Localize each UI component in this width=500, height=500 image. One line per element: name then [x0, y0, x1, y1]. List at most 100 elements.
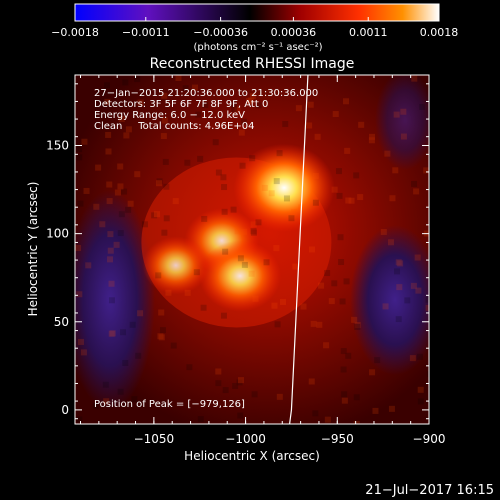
- noise-pixel: [127, 200, 134, 207]
- noise-pixel: [392, 167, 399, 174]
- noise-pixel: [354, 322, 361, 329]
- violet-region-topright: [375, 75, 429, 170]
- noise-pixel: [117, 163, 124, 170]
- noise-pixel: [222, 387, 229, 394]
- violet-region-right: [350, 225, 429, 375]
- noise-pixel: [162, 158, 169, 165]
- noise-pixel: [99, 221, 106, 228]
- noise-pixel: [109, 330, 116, 337]
- colorbar-tick-label: 0.00036: [271, 26, 317, 39]
- noise-pixel: [276, 393, 283, 400]
- noise-pixel: [345, 352, 352, 359]
- noise-pixel: [122, 79, 129, 86]
- noise-pixel: [77, 200, 84, 207]
- noise-pixel: [417, 386, 424, 393]
- noise-pixel: [324, 416, 331, 423]
- info-line-energy: Energy Range: 6.0 − 12.0 keV: [94, 110, 245, 121]
- date-stamp: 21−Jul−2017 16:15: [365, 483, 494, 498]
- noise-pixel: [230, 206, 237, 213]
- noise-pixel: [123, 132, 130, 139]
- noise-pixel: [252, 295, 259, 302]
- heatmap-image: [75, 75, 429, 424]
- emission-source: [142, 236, 210, 295]
- noise-pixel: [323, 342, 330, 349]
- colorbar-tick-label: −0.0011: [122, 26, 170, 39]
- noise-pixel: [83, 187, 90, 194]
- noise-pixel: [250, 229, 257, 236]
- noise-pixel: [245, 98, 252, 105]
- noise-pixel: [339, 298, 346, 305]
- noise-pixel: [255, 219, 262, 226]
- noise-pixel: [103, 82, 110, 89]
- noise-pixel: [172, 198, 179, 205]
- noise-pixel: [389, 195, 396, 202]
- noise-pixel: [411, 75, 418, 82]
- noise-pixel: [331, 186, 338, 193]
- noise-pixel: [280, 298, 287, 305]
- noise-pixel: [337, 234, 344, 241]
- noise-pixel: [288, 215, 295, 222]
- solar-limb-line: [289, 74, 309, 425]
- noise-pixel: [170, 342, 177, 349]
- noise-pixel: [103, 398, 110, 405]
- noise-pixel: [121, 188, 128, 195]
- noise-pixel: [384, 150, 391, 157]
- noise-pixel: [161, 229, 168, 236]
- noise-pixel: [353, 420, 360, 424]
- noise-pixel: [193, 269, 200, 276]
- noise-pixel: [263, 259, 270, 266]
- noise-pixel: [283, 195, 290, 202]
- noise-pixel: [95, 164, 102, 171]
- info-line-time: 27−Jan−2015 21:20:36.000 to 21:30:36.000: [94, 88, 318, 99]
- noise-pixel: [236, 379, 243, 386]
- noise-pixel: [125, 126, 132, 133]
- noise-pixel: [76, 154, 83, 161]
- noise-pixel: [324, 270, 331, 277]
- noise-pixel: [134, 171, 141, 178]
- noise-pixel: [273, 178, 280, 185]
- noise-pixel: [137, 310, 144, 317]
- noise-pixel: [318, 282, 325, 289]
- noise-pixel: [314, 133, 321, 140]
- noise-pixel: [141, 221, 148, 228]
- noise-pixel: [341, 391, 348, 398]
- noise-pixel: [182, 85, 189, 92]
- noise-pixel: [249, 93, 256, 100]
- noise-pixel: [340, 366, 347, 373]
- noise-pixel: [117, 183, 124, 190]
- noise-pixel: [332, 111, 339, 118]
- noise-pixel: [215, 368, 222, 375]
- noise-pixel: [231, 106, 238, 113]
- x-tick-label: −1050: [134, 432, 175, 446]
- x-axis-ticks: −1050 −1000 −950 −900: [80, 75, 446, 446]
- noise-pixel: [106, 198, 113, 205]
- noise-pixel: [120, 329, 127, 336]
- peak-position-label: Position of Peak = [−979,126]: [94, 399, 245, 410]
- noise-pixel: [165, 289, 172, 296]
- noise-pixel: [351, 316, 358, 323]
- noise-pixel: [345, 197, 352, 204]
- noise-pixel: [151, 212, 158, 219]
- noise-pixel: [241, 261, 248, 268]
- noise-pixel: [397, 260, 404, 267]
- noise-pixel: [393, 111, 400, 118]
- noise-pixel: [200, 304, 207, 311]
- y-axis-label: Heliocentric Y (arcsec): [26, 182, 40, 317]
- noise-pixel: [358, 121, 365, 128]
- noise-pixel: [307, 101, 314, 108]
- x-tick-label: −900: [413, 432, 446, 446]
- noise-pixel: [343, 278, 350, 285]
- noise-pixel: [92, 402, 99, 409]
- noise-pixel: [312, 199, 319, 206]
- noise-pixel: [268, 190, 275, 197]
- noise-pixel: [404, 297, 411, 304]
- noise-pixel: [75, 245, 82, 252]
- noise-pixel: [368, 137, 375, 144]
- noise-pixel: [248, 270, 255, 277]
- colorbar-tick-label: −0.00036: [193, 26, 248, 39]
- info-line-clean: Clean Total counts: 4.96E+04: [94, 121, 254, 132]
- noise-pixel: [175, 75, 182, 82]
- noise-pixel: [163, 183, 170, 190]
- noise-pixel: [108, 297, 115, 304]
